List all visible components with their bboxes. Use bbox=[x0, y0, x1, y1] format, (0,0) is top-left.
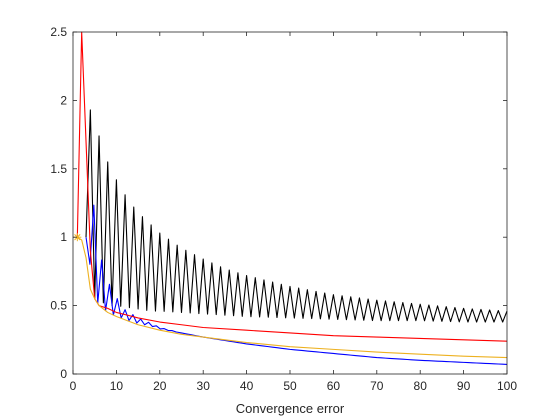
y-tick-label: 1.5 bbox=[50, 162, 67, 176]
series-line-1 bbox=[85, 204, 508, 365]
x-tick-label: 70 bbox=[370, 379, 384, 393]
y-tick-label: 1 bbox=[60, 230, 67, 244]
x-tick-label: 50 bbox=[283, 379, 297, 393]
x-tick-label: 80 bbox=[414, 379, 428, 393]
x-tick-label: 60 bbox=[327, 379, 341, 393]
x-tick-label: 90 bbox=[457, 379, 471, 393]
series-line-3 bbox=[77, 236, 508, 359]
x-tick-label: 30 bbox=[197, 379, 211, 393]
x-tick-label: 100 bbox=[497, 379, 517, 393]
y-tick-label: 0.5 bbox=[50, 299, 67, 313]
series-line-2 bbox=[76, 31, 508, 342]
x-tick-label: 20 bbox=[153, 379, 167, 393]
y-tick-label: 2 bbox=[60, 93, 67, 107]
x-tick-label: 0 bbox=[70, 379, 77, 393]
x-tick-label: 10 bbox=[110, 379, 124, 393]
series-layer bbox=[76, 31, 508, 365]
y-tick-label: 2.5 bbox=[50, 25, 67, 39]
x-axis-label: Convergence error bbox=[236, 401, 345, 416]
y-tick-label: 0 bbox=[60, 367, 67, 381]
y-axis: 0 0.5 1 1.5 2 2.5 bbox=[50, 25, 507, 381]
x-tick-label: 40 bbox=[240, 379, 254, 393]
x-axis: 0 10 20 30 40 50 60 70 80 90 100 bbox=[70, 32, 517, 393]
plot-area bbox=[73, 32, 507, 374]
series-line-0 bbox=[85, 109, 508, 323]
